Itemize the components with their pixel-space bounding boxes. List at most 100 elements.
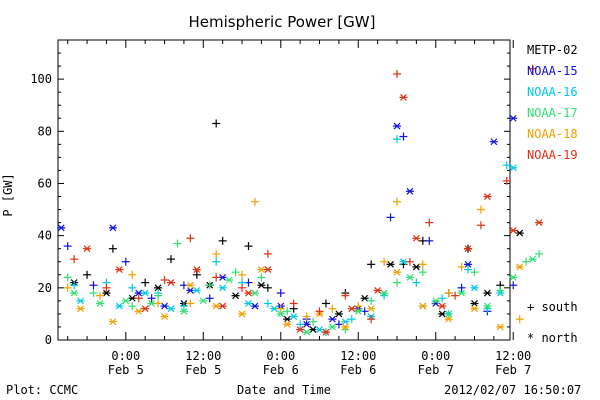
x-tick-label-date: Feb 6 xyxy=(340,363,376,377)
point-south xyxy=(302,312,311,321)
point-south xyxy=(167,255,175,264)
point-south xyxy=(464,265,473,274)
point-north xyxy=(444,315,453,323)
point-south xyxy=(205,281,214,290)
point-south xyxy=(134,294,143,303)
x-tick-label-date: Feb 7 xyxy=(495,363,531,377)
point-south xyxy=(457,283,466,292)
legend-item-noaa-15: NOAA-15 xyxy=(527,64,578,78)
point-south xyxy=(522,257,531,266)
point-north xyxy=(225,276,234,284)
point-south xyxy=(244,242,253,251)
legend-item-noaa-17: NOAA-17 xyxy=(527,106,578,120)
point-south xyxy=(412,278,421,287)
point-south xyxy=(380,257,389,266)
point-north xyxy=(160,313,169,320)
point-north xyxy=(154,284,163,292)
point-south xyxy=(231,268,240,277)
point-south xyxy=(393,278,401,287)
point-north xyxy=(115,302,124,310)
point-north xyxy=(509,227,518,234)
point-south xyxy=(212,257,221,266)
chart-title: Hemispheric Power [GW] xyxy=(189,13,376,31)
point-south xyxy=(154,291,163,300)
point-south xyxy=(121,257,130,266)
legend-north-marker: * north xyxy=(527,331,578,345)
y-tick-label: 60 xyxy=(38,176,52,190)
point-north xyxy=(489,138,498,146)
point-north xyxy=(76,305,85,313)
point-north xyxy=(412,234,421,242)
point-north xyxy=(464,245,473,253)
point-north xyxy=(83,245,92,253)
point-south xyxy=(399,132,408,141)
point-north xyxy=(283,315,292,323)
point-north xyxy=(108,318,117,326)
legend-item-noaa-18: NOAA-18 xyxy=(527,127,578,141)
point-north xyxy=(393,122,401,130)
point-north xyxy=(160,302,169,310)
point-north xyxy=(380,289,389,297)
point-south xyxy=(173,239,182,248)
point-north xyxy=(328,315,337,323)
point-south xyxy=(334,320,343,329)
point-north xyxy=(341,318,350,326)
point-south xyxy=(438,294,447,303)
series-noaa-17 xyxy=(63,239,544,336)
point-south xyxy=(63,283,72,292)
point-north xyxy=(192,266,201,273)
point-south xyxy=(192,270,201,279)
point-north xyxy=(186,281,195,289)
point-north xyxy=(141,305,150,313)
y-tick-label: 40 xyxy=(38,229,52,243)
point-north xyxy=(167,279,175,287)
x-tick-label-time: 12:00 xyxy=(340,349,376,363)
point-south xyxy=(476,205,485,214)
point-south xyxy=(347,315,356,324)
point-south xyxy=(186,299,195,308)
point-north xyxy=(134,307,143,315)
point-south xyxy=(83,270,92,279)
point-north xyxy=(289,313,298,320)
point-south xyxy=(89,281,98,290)
point-north xyxy=(341,323,350,331)
x-tick-label-date: Feb 5 xyxy=(108,363,144,377)
point-north xyxy=(457,289,466,297)
y-tick-label: 100 xyxy=(30,72,52,86)
x-tick-label-time: 0:00 xyxy=(111,349,140,363)
point-north xyxy=(418,302,427,310)
point-south xyxy=(128,283,137,292)
point-south xyxy=(502,176,511,185)
point-north xyxy=(115,266,124,273)
point-north xyxy=(373,287,382,294)
footer-timestamp: 2012/02/07 16:50:07 xyxy=(444,383,582,397)
point-south xyxy=(238,270,247,279)
point-south xyxy=(528,64,537,73)
footer-plot-source: Plot: CCMC xyxy=(6,383,79,397)
point-north xyxy=(250,302,259,310)
point-north xyxy=(167,305,175,313)
point-north xyxy=(438,302,447,310)
point-south xyxy=(160,276,169,284)
point-south xyxy=(70,255,79,264)
y-tick-label: 80 xyxy=(38,124,52,138)
point-north xyxy=(263,266,272,273)
point-north xyxy=(334,310,343,318)
point-north xyxy=(257,281,266,289)
legend-item-metp-02: METP-02 xyxy=(527,43,578,57)
point-north xyxy=(354,307,363,315)
point-north xyxy=(276,310,285,318)
point-south xyxy=(128,302,137,311)
point-south xyxy=(63,242,72,251)
point-south xyxy=(393,135,401,144)
point-north xyxy=(496,323,505,331)
point-north xyxy=(121,297,130,305)
point-north xyxy=(179,307,188,315)
x-tick-label-time: 12:00 xyxy=(185,349,221,363)
x-tick-label-date: Feb 6 xyxy=(263,363,299,377)
point-south xyxy=(341,291,350,300)
point-south xyxy=(457,262,466,271)
x-tick-label-time: 0:00 xyxy=(266,349,295,363)
point-north xyxy=(199,297,208,305)
point-south xyxy=(205,294,214,303)
